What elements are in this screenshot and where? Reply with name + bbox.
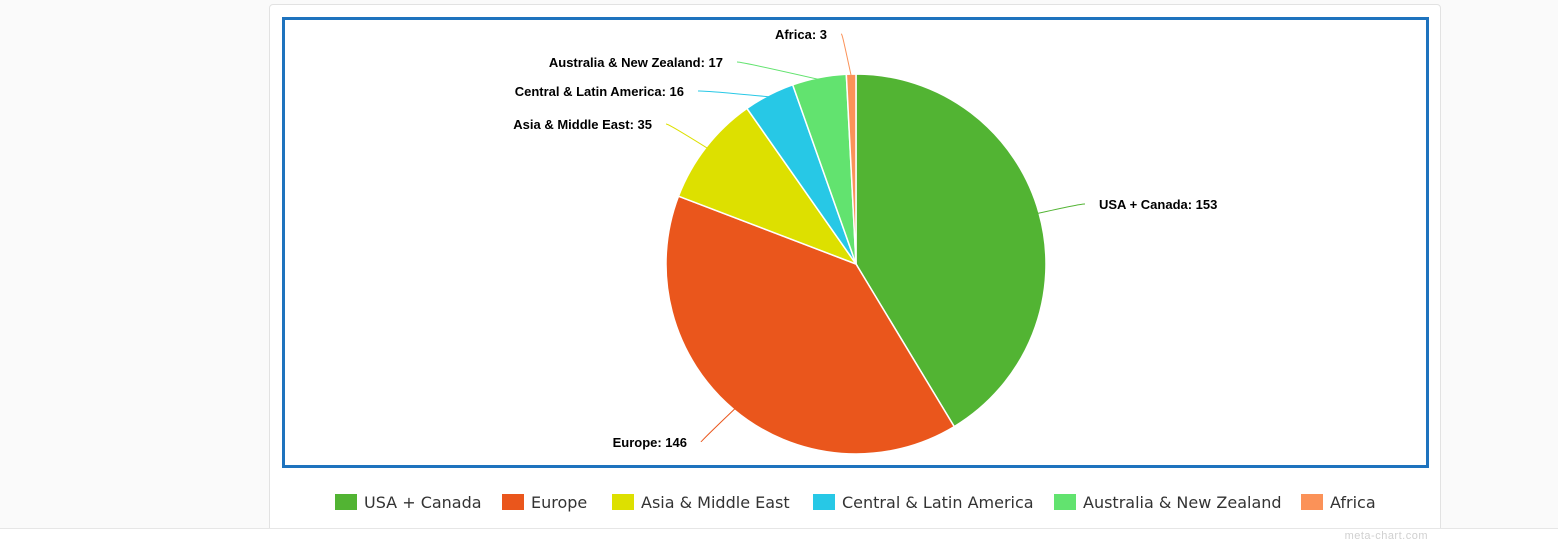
legend-item-0[interactable]: USA + Canada — [335, 493, 482, 512]
legend-swatch-2 — [612, 494, 634, 510]
leader-line-4 — [736, 61, 820, 81]
legend-label-2: Asia & Middle East — [641, 493, 790, 512]
legend-label-4: Australia & New Zealand — [1083, 493, 1282, 512]
legend-swatch-4 — [1054, 494, 1076, 510]
legend-swatch-5 — [1301, 494, 1323, 510]
legend-label-1: Europe — [531, 493, 587, 512]
bottom-strip — [0, 528, 1558, 556]
slice-label-3: Central & Latin America: 16 — [515, 84, 684, 99]
legend-swatch-3 — [813, 494, 835, 510]
legend: USA + Canada Europe Asia & Middle East Cent… — [335, 493, 1376, 512]
slice-label-5: Africa: 3 — [775, 27, 827, 42]
slice-label-1: Europe: 146 — [613, 435, 687, 450]
legend-item-1[interactable]: Europe — [502, 493, 587, 512]
label-leader-lines — [665, 33, 1086, 443]
legend-label-5: Africa — [1330, 493, 1376, 512]
legend-label-3: Central & Latin America — [842, 493, 1034, 512]
leader-line-5 — [840, 33, 852, 77]
legend-item-2[interactable]: Asia & Middle East — [612, 493, 790, 512]
legend-item-3[interactable]: Central & Latin America — [813, 493, 1034, 512]
slice-label-2: Asia & Middle East: 35 — [513, 117, 652, 132]
leader-line-1 — [700, 407, 736, 443]
legend-item-5[interactable]: Africa — [1301, 493, 1376, 512]
leader-line-3 — [697, 90, 770, 98]
legend-swatch-1 — [502, 494, 524, 510]
leader-line-2 — [665, 123, 709, 149]
slice-labels: USA + Canada: 153 Europe: 146 Asia & Middl… — [513, 27, 1217, 450]
credit-watermark: meta-chart.com — [1344, 530, 1428, 542]
slice-label-0: USA + Canada: 153 — [1099, 197, 1217, 212]
slice-label-4: Australia & New Zealand: 17 — [549, 55, 723, 70]
pie-slices — [665, 73, 1047, 455]
legend-item-4[interactable]: Australia & New Zealand — [1054, 493, 1282, 512]
leader-line-0 — [1036, 203, 1086, 215]
legend-label-0: USA + Canada — [364, 493, 482, 512]
legend-swatch-0 — [335, 494, 357, 510]
